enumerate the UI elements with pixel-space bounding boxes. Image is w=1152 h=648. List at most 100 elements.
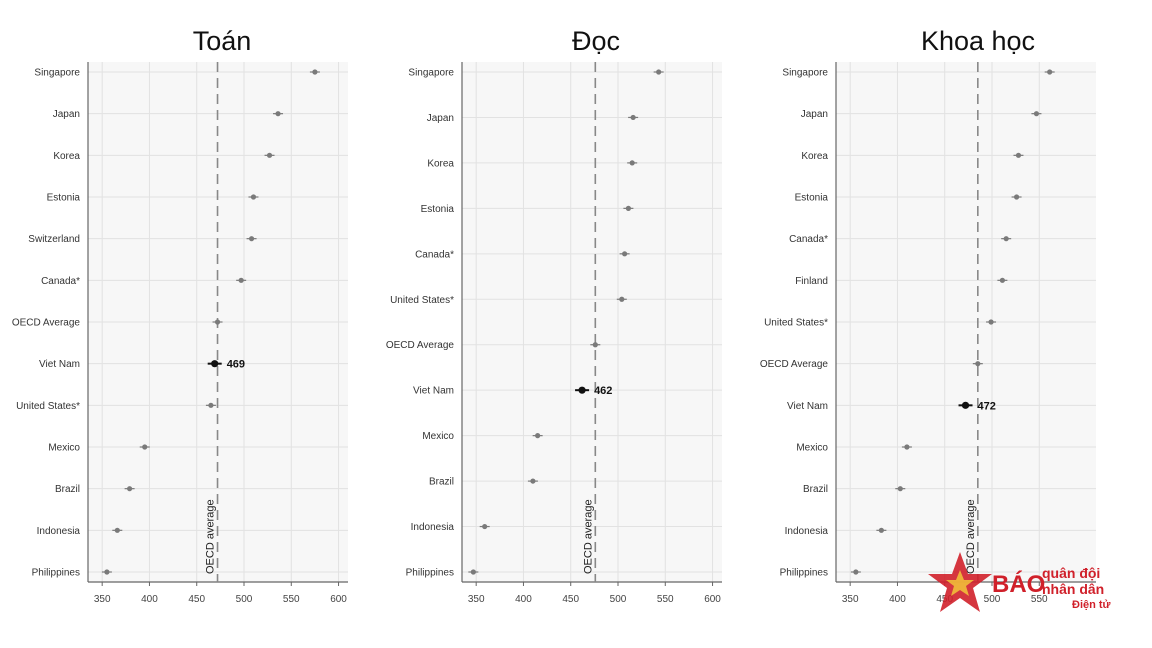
category-label: Brazil <box>429 477 454 488</box>
data-point <box>630 114 636 121</box>
category-label: Canada* <box>415 249 454 260</box>
data-point <box>619 296 625 302</box>
data-point <box>625 205 632 211</box>
star-inner-icon <box>946 570 974 596</box>
category-label: Japan <box>53 109 80 120</box>
x-tick-label: 500 <box>984 594 1001 605</box>
category-label: Philippines <box>406 568 454 579</box>
data-point <box>248 236 255 242</box>
category-label: Estonia <box>421 204 455 215</box>
category-label: Viet Nam <box>413 386 454 397</box>
category-label: OECD Average <box>12 318 81 329</box>
data-point <box>214 319 221 325</box>
category-label: Korea <box>53 151 80 162</box>
category-label: Indonesia <box>37 526 81 537</box>
data-point <box>127 486 133 492</box>
data-point <box>1047 69 1053 75</box>
watermark-line2: nhân dân <box>1042 581 1104 597</box>
chart-panel-1: 350 400 450 500 550 600 OECD average Singapore J… <box>386 26 722 605</box>
data-point <box>656 69 662 75</box>
data-point <box>1013 194 1020 200</box>
category-label: United States* <box>390 295 454 306</box>
x-tick-label: 550 <box>657 594 674 605</box>
watermark-brand: BÁO <box>992 570 1045 598</box>
category-label: Japan <box>427 113 454 124</box>
data-point <box>238 277 244 283</box>
category-label: Canada* <box>41 276 80 287</box>
x-tick-label: 550 <box>1031 594 1048 605</box>
chart-title: Khoa học <box>921 26 1035 56</box>
data-point <box>114 527 120 533</box>
x-tick-label: 500 <box>610 594 627 605</box>
category-label: Viet Nam <box>787 401 828 412</box>
x-tick-label: 350 <box>94 594 111 605</box>
category-label: United States* <box>16 401 80 412</box>
data-point <box>1003 236 1009 242</box>
category-label: United States* <box>764 318 828 329</box>
highlight-point <box>578 386 586 394</box>
data-point <box>312 69 318 75</box>
category-label: Estonia <box>795 193 829 204</box>
category-label: OECD Average <box>760 359 829 370</box>
data-point <box>592 342 598 348</box>
data-point <box>629 160 635 166</box>
data-point <box>897 486 903 492</box>
oecd-average-label: OECD average <box>582 499 594 574</box>
data-point <box>988 319 994 325</box>
data-point <box>104 569 110 575</box>
highlight-point <box>961 401 970 409</box>
category-label: Finland <box>795 276 828 287</box>
category-label: Brazil <box>55 484 80 495</box>
highlight-point <box>211 360 219 368</box>
data-point <box>975 361 981 367</box>
data-point <box>999 277 1006 283</box>
category-label: Korea <box>801 151 828 162</box>
x-tick-label: 400 <box>515 594 532 605</box>
category-label: Japan <box>801 109 828 120</box>
category-label: Indonesia <box>785 526 829 537</box>
x-tick-label: 400 <box>889 594 906 605</box>
plot-area <box>462 62 722 582</box>
data-point <box>1033 111 1040 117</box>
data-point <box>530 478 536 484</box>
x-tick-label: 450 <box>562 594 579 605</box>
highlight-value-label: 469 <box>227 359 245 371</box>
chart-panel-0: 350 400 450 500 550 600 OECD average Singapore J… <box>12 26 348 605</box>
category-label: Singapore <box>782 68 828 79</box>
oecd-average-label: OECD average <box>965 499 977 574</box>
category-label: Philippines <box>32 568 80 579</box>
category-label: Brazil <box>803 484 828 495</box>
highlight-value-label: 472 <box>978 400 996 412</box>
data-point <box>250 194 257 200</box>
x-tick-label: 600 <box>704 594 721 605</box>
chart-panel-2: 350400450500550OECD averageSingaporeJapa… <box>760 26 1096 605</box>
data-point <box>853 569 859 575</box>
watermark-line1: quân đội <box>1042 565 1100 581</box>
category-label: Switzerland <box>28 234 80 245</box>
data-point <box>275 111 281 117</box>
category-label: Singapore <box>34 68 80 79</box>
data-point <box>482 523 488 530</box>
category-label: Philippines <box>780 568 828 579</box>
category-label: Korea <box>427 158 454 169</box>
category-label: Viet Nam <box>39 359 80 370</box>
data-point <box>208 402 214 408</box>
category-label: Canada* <box>789 234 828 245</box>
category-label: Singapore <box>408 68 454 79</box>
data-point <box>878 527 884 533</box>
oecd-average-label: OECD average <box>205 499 217 574</box>
data-point <box>1015 152 1022 158</box>
watermark-line3: Điện tử <box>1072 599 1111 611</box>
category-label: Indonesia <box>411 522 455 533</box>
watermark-logo: BÁO quân đội nhân dân Điện tử <box>928 552 1111 612</box>
x-tick-label: 500 <box>236 594 253 605</box>
chart-title: Đọc <box>572 26 620 56</box>
data-point <box>470 569 476 575</box>
data-point <box>142 444 148 450</box>
chart-title: Toán <box>193 26 252 56</box>
data-point <box>266 152 273 158</box>
x-tick-label: 350 <box>468 594 485 605</box>
category-label: Mexico <box>796 443 828 454</box>
x-tick-label: 350 <box>842 594 859 605</box>
